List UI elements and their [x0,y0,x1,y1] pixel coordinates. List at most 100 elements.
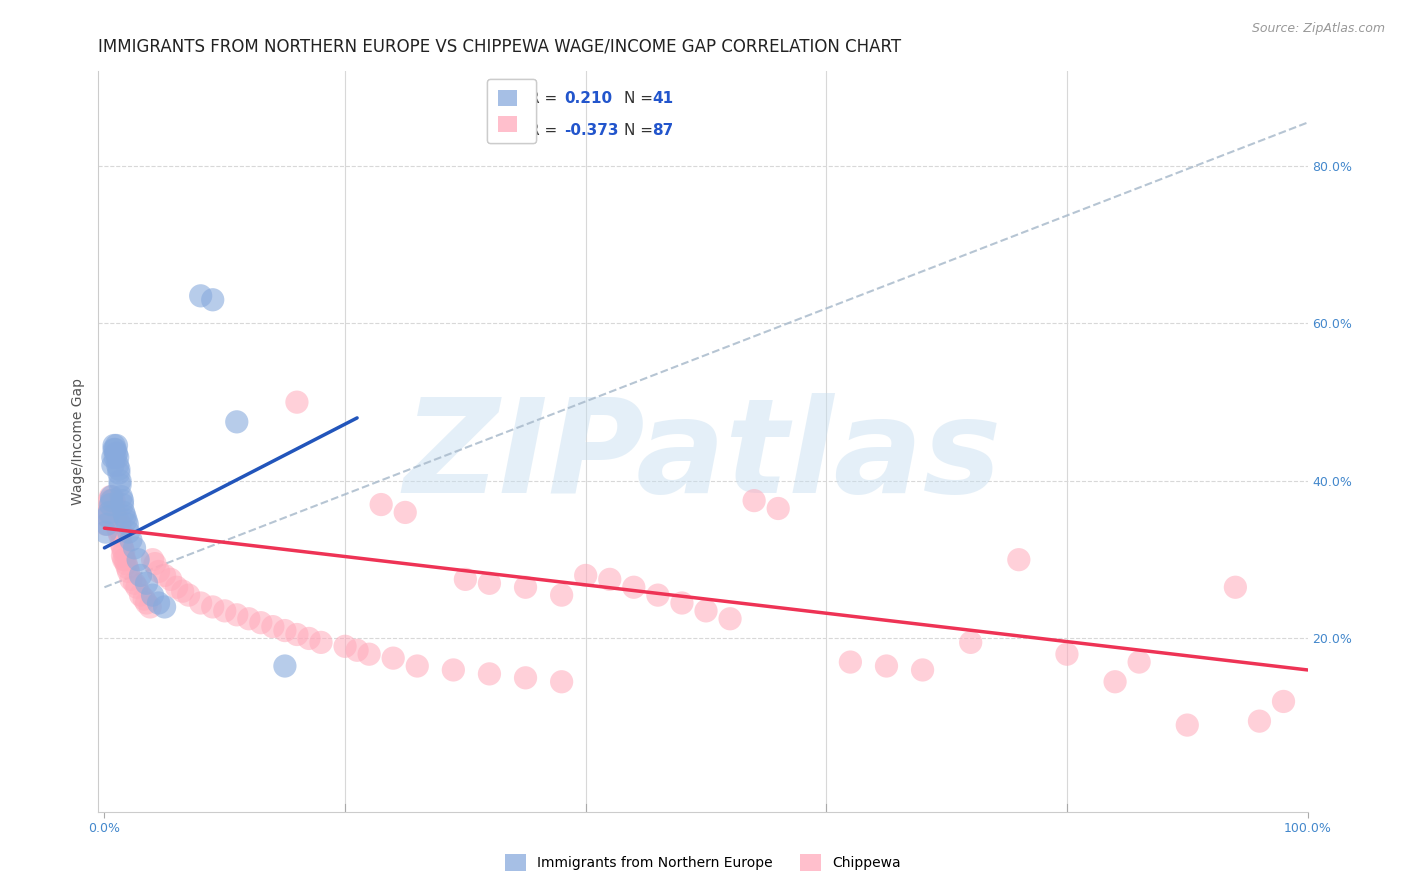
Point [159,573,181,587]
Point [262,619,284,633]
Point [112,545,135,559]
Point [441,663,464,677]
Point [274,659,297,673]
Point [742,493,765,508]
Point [117,560,139,574]
Text: ZIPatlas: ZIPatlas [404,392,1002,520]
Point [108,529,131,543]
Point [839,655,862,669]
Point [105,517,128,532]
Point [359,647,381,661]
Point [114,509,136,524]
Point [406,659,429,673]
Point [143,557,166,571]
Text: N =: N = [624,123,654,138]
Point [105,509,128,524]
Point [98,493,121,508]
Point [120,573,142,587]
Point [108,478,131,492]
Point [177,588,200,602]
Point [129,588,152,602]
Point [201,599,224,614]
Text: Source: ZipAtlas.com: Source: ZipAtlas.com [1251,22,1385,36]
Point [148,596,170,610]
Point [142,552,165,566]
Point [104,450,127,465]
Point [120,533,142,547]
Point [695,604,717,618]
Point [107,458,129,472]
Point [550,588,572,602]
Point [250,615,273,630]
Point [153,599,176,614]
Point [108,466,131,480]
Point [214,604,236,618]
Point [135,596,157,610]
Point [101,458,124,472]
Point [135,576,157,591]
Point [112,505,135,519]
Point [1008,552,1031,566]
Point [101,450,124,465]
Point [104,509,127,524]
Text: -0.373: -0.373 [564,123,619,138]
Text: R =: R = [529,123,557,138]
Point [98,505,121,519]
Point [142,588,165,602]
Point [959,635,981,649]
Point [394,505,416,519]
Point [112,552,135,566]
Point [117,565,139,579]
Point [766,501,789,516]
Point [515,580,537,594]
Point [111,549,134,563]
Point [101,501,124,516]
Point [382,651,405,665]
Y-axis label: Wage/Income Gap: Wage/Income Gap [72,378,86,505]
Point [285,395,308,409]
Point [103,442,125,457]
Point [274,624,297,638]
Point [105,446,128,460]
Point [107,521,129,535]
Text: 0.210: 0.210 [564,91,612,106]
Point [515,671,537,685]
Point [671,596,693,610]
Point [190,596,212,610]
Point [100,498,122,512]
Text: R =: R = [529,91,557,106]
Point [110,525,132,540]
Text: N =: N = [624,91,654,106]
Point [127,552,149,566]
Text: 87: 87 [652,123,673,138]
Point [100,490,122,504]
Point [104,513,127,527]
Point [1104,674,1126,689]
Point [134,592,156,607]
Point [97,509,120,524]
Point [298,632,321,646]
Point [114,552,136,566]
Point [96,509,118,524]
Point [117,525,139,540]
Point [285,627,308,641]
Point [108,462,131,476]
Point [117,517,139,532]
Point [108,517,131,532]
Point [1056,647,1078,661]
Point [111,493,134,508]
Point [101,498,124,512]
Point [110,490,132,504]
Point [148,565,170,579]
Point [1175,718,1198,732]
Point [370,498,392,512]
Point [454,573,477,587]
Point [333,640,356,654]
Point [96,517,118,532]
Point [1272,694,1295,708]
Point [1249,714,1271,728]
Point [139,599,162,614]
Point [94,517,117,532]
Point [108,525,131,540]
Point [875,659,897,673]
